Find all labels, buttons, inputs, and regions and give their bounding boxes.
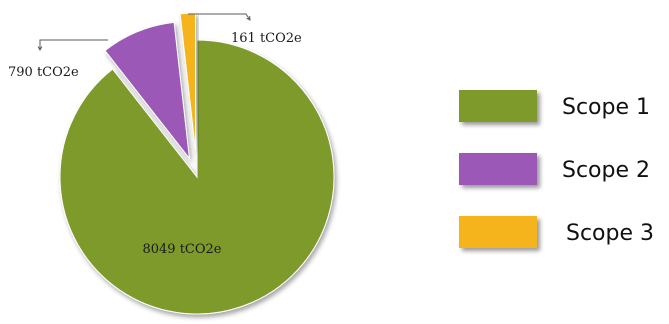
leader-line-scope-3 <box>188 13 251 21</box>
pie-slices <box>59 12 335 315</box>
leader-lines <box>37 13 251 52</box>
pie-slice-scope-3 <box>179 12 196 151</box>
leader-arrow-scope-2 <box>37 46 43 52</box>
legend-swatch-scope-1 <box>459 90 537 122</box>
legend-swatch-scope-2 <box>459 153 537 185</box>
data-labels: 8049 tCO2e 790 tCO2e 161 tCO2e <box>8 31 302 257</box>
leader-line-scope-2 <box>39 39 108 50</box>
pie-slice-scope-1 <box>59 39 335 315</box>
legend-label-scope-1: Scope 1 <box>562 95 650 120</box>
data-label-scope-3: 161 tCO2e <box>231 31 302 46</box>
legend-label-scope-2: Scope 2 <box>562 158 650 183</box>
pie-slice-scope-2 <box>104 21 191 161</box>
legend: Scope 1 Scope 2 Scope 3 <box>459 90 654 248</box>
leader-arrow-scope-3 <box>246 15 251 21</box>
data-label-scope-1: 8049 tCO2e <box>142 242 221 257</box>
legend-label-scope-3: Scope 3 <box>566 221 654 246</box>
legend-swatch-scope-3 <box>459 216 537 248</box>
data-label-scope-2: 790 tCO2e <box>8 65 79 80</box>
